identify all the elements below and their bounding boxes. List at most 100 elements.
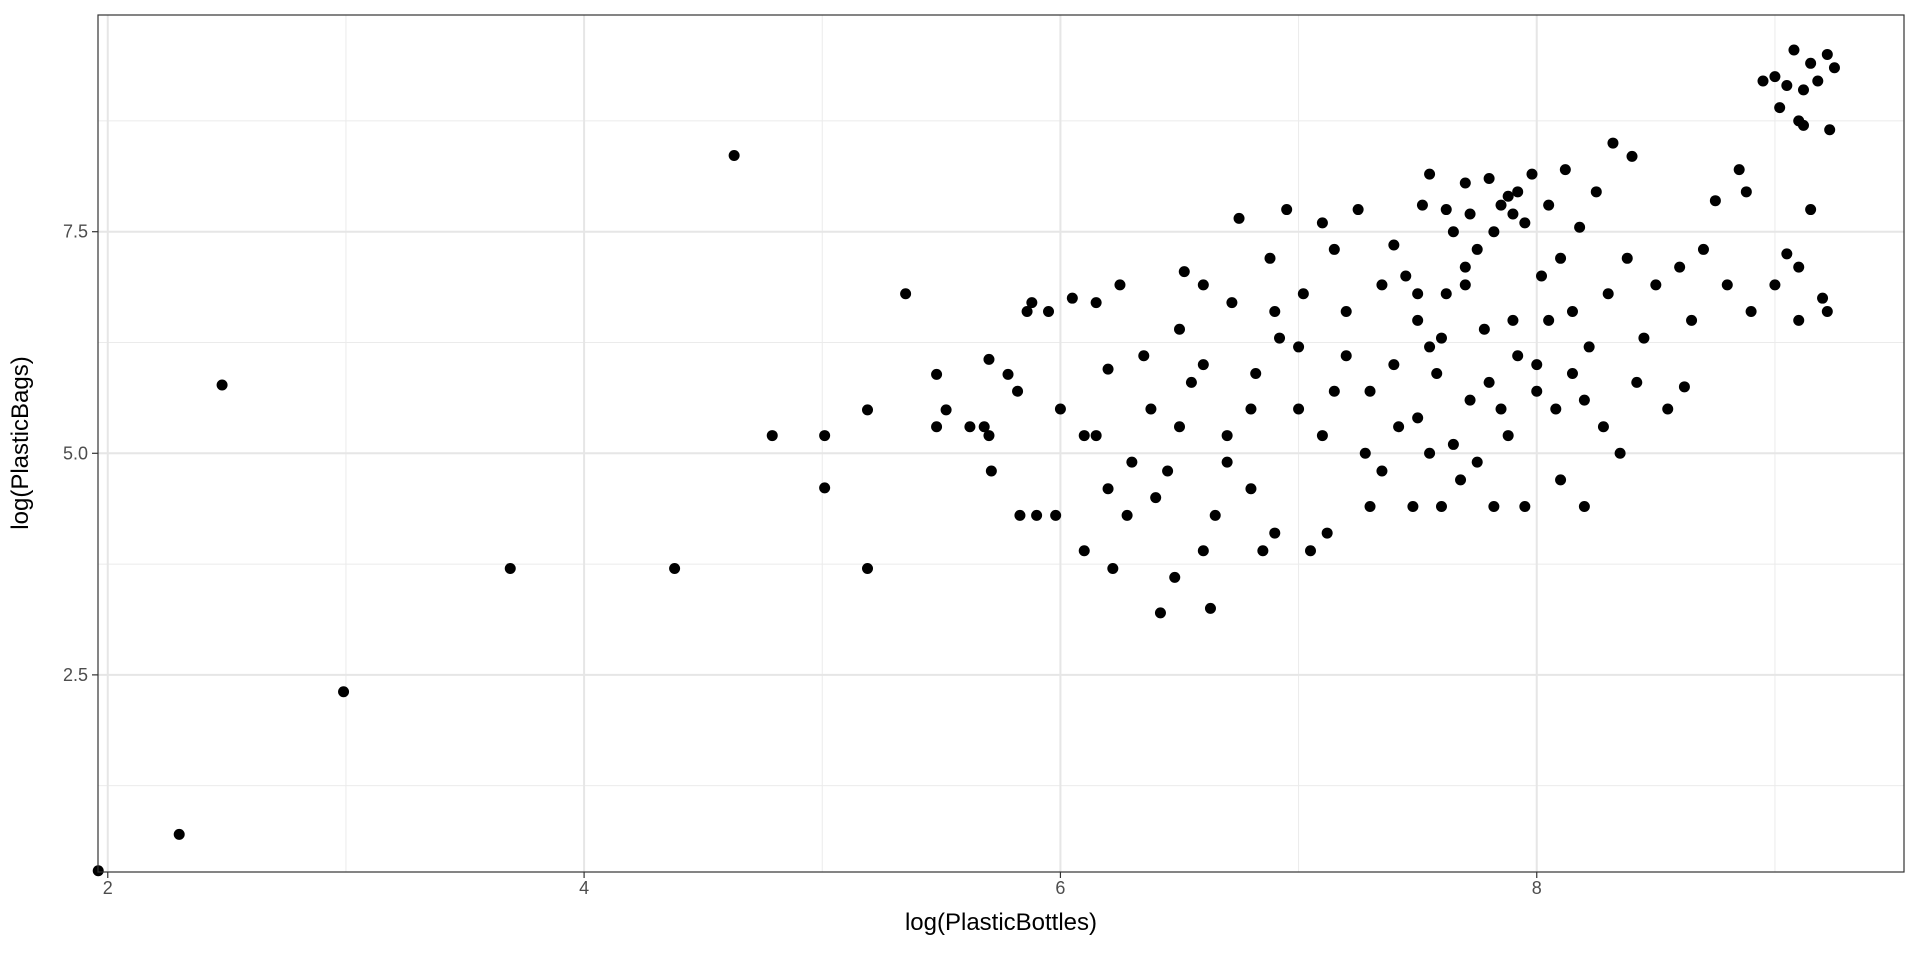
point bbox=[1066, 292, 1078, 304]
point bbox=[1021, 305, 1033, 317]
point bbox=[1281, 204, 1293, 216]
point bbox=[1788, 44, 1800, 56]
point bbox=[940, 404, 952, 416]
point bbox=[1674, 261, 1686, 273]
point bbox=[1328, 385, 1340, 397]
point bbox=[983, 430, 995, 442]
point bbox=[1297, 288, 1309, 300]
point bbox=[1459, 261, 1471, 273]
x-tick-label: 8 bbox=[1532, 878, 1542, 898]
point bbox=[1745, 305, 1757, 317]
point bbox=[1090, 430, 1102, 442]
point bbox=[1607, 137, 1619, 149]
point bbox=[862, 404, 874, 416]
point bbox=[983, 353, 995, 365]
point bbox=[1121, 509, 1133, 521]
point bbox=[1431, 368, 1443, 380]
point bbox=[1512, 186, 1524, 198]
point bbox=[1043, 305, 1055, 317]
point bbox=[1014, 509, 1026, 521]
point bbox=[931, 421, 943, 433]
point bbox=[1447, 438, 1459, 450]
point bbox=[1566, 368, 1578, 380]
x-tick-label: 4 bbox=[579, 878, 589, 898]
point bbox=[1495, 199, 1507, 211]
point bbox=[1531, 359, 1543, 371]
x-axis-title: log(PlasticBottles) bbox=[905, 909, 1097, 936]
point bbox=[1805, 57, 1817, 69]
point bbox=[1821, 305, 1833, 317]
point bbox=[1304, 545, 1316, 557]
point bbox=[1197, 545, 1209, 557]
point bbox=[1805, 204, 1817, 216]
point bbox=[1797, 84, 1809, 96]
point bbox=[1250, 368, 1262, 380]
point bbox=[964, 421, 976, 433]
point bbox=[216, 379, 228, 391]
point bbox=[1774, 102, 1786, 114]
y-tick-label: 2.5 bbox=[63, 665, 88, 685]
point bbox=[1257, 545, 1269, 557]
point bbox=[1459, 279, 1471, 291]
point bbox=[978, 421, 990, 433]
point bbox=[1478, 323, 1490, 335]
point bbox=[1793, 314, 1805, 326]
point bbox=[1488, 500, 1500, 512]
point bbox=[1352, 204, 1364, 216]
point bbox=[1459, 177, 1471, 189]
point bbox=[1245, 403, 1257, 415]
point bbox=[1769, 71, 1781, 83]
point bbox=[1407, 500, 1419, 512]
point bbox=[1209, 509, 1221, 521]
point bbox=[1264, 252, 1276, 264]
point bbox=[1821, 48, 1833, 60]
point bbox=[1733, 164, 1745, 176]
point bbox=[1686, 314, 1698, 326]
panel-border bbox=[97, 14, 1905, 873]
point bbox=[1757, 75, 1769, 87]
point bbox=[819, 482, 831, 494]
point bbox=[1559, 164, 1571, 176]
point bbox=[1340, 305, 1352, 317]
point bbox=[1174, 421, 1186, 433]
point bbox=[1502, 430, 1514, 442]
point bbox=[1204, 602, 1216, 614]
point bbox=[985, 465, 997, 477]
point bbox=[1435, 332, 1447, 344]
point bbox=[1050, 509, 1062, 521]
point bbox=[1078, 430, 1090, 442]
point bbox=[1483, 173, 1495, 185]
point bbox=[1412, 314, 1424, 326]
point bbox=[1412, 288, 1424, 300]
point bbox=[1376, 279, 1388, 291]
point bbox=[1321, 527, 1333, 539]
point bbox=[1566, 305, 1578, 317]
point bbox=[1102, 363, 1114, 375]
point bbox=[1471, 456, 1483, 468]
point bbox=[1364, 385, 1376, 397]
point bbox=[1555, 252, 1567, 264]
point bbox=[900, 288, 912, 300]
point bbox=[1531, 385, 1543, 397]
point bbox=[1221, 430, 1233, 442]
point bbox=[1154, 607, 1166, 619]
point bbox=[1740, 186, 1752, 198]
point bbox=[1364, 500, 1376, 512]
point bbox=[1543, 199, 1555, 211]
point bbox=[1169, 571, 1181, 583]
point bbox=[1178, 266, 1190, 278]
point bbox=[1650, 279, 1662, 291]
point bbox=[1583, 341, 1595, 353]
point bbox=[1817, 292, 1829, 304]
point bbox=[504, 563, 516, 575]
point bbox=[1578, 500, 1590, 512]
point bbox=[1824, 124, 1836, 136]
point bbox=[1590, 186, 1602, 198]
point bbox=[1662, 403, 1674, 415]
point bbox=[1769, 279, 1781, 291]
point bbox=[1464, 394, 1476, 406]
point bbox=[1793, 261, 1805, 273]
point bbox=[1678, 381, 1690, 393]
